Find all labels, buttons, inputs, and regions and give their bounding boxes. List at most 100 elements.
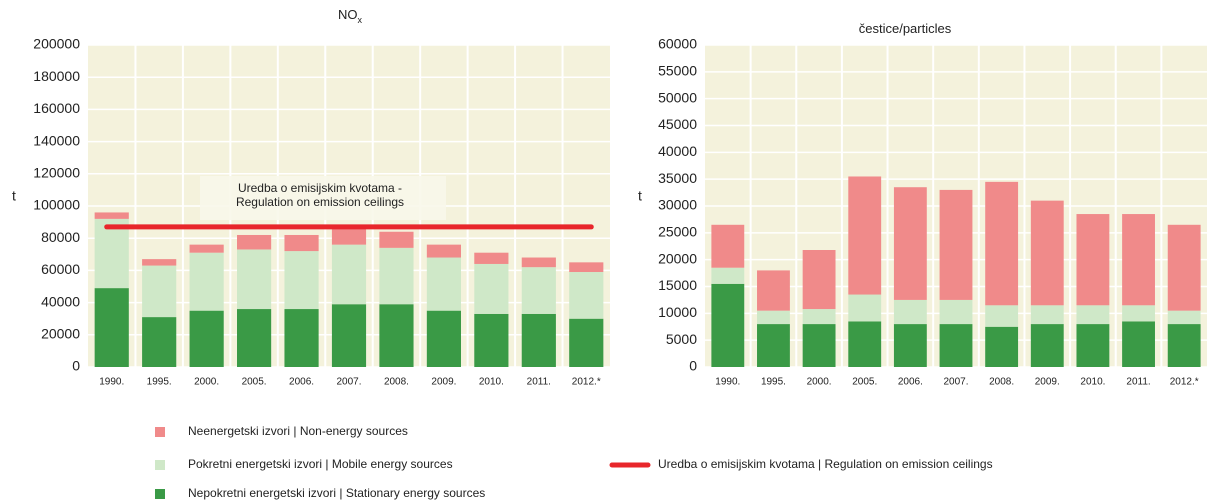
- x-tick-label: 2010.: [1080, 377, 1105, 388]
- y-tick-label: 160000: [33, 100, 80, 116]
- y-tick-label: 10000: [658, 304, 697, 320]
- x-tick-label: 2009.: [1035, 377, 1060, 388]
- y-tick-label: 40000: [41, 293, 80, 309]
- x-tick-label: 2011.: [527, 377, 551, 388]
- legend-label: Uredba o emisijskim kvotama | Regulation…: [658, 457, 993, 471]
- bar-segment: [1030, 324, 1064, 367]
- bar-segment: [379, 231, 414, 248]
- bar-segment: [1030, 305, 1064, 325]
- bar-segment: [802, 250, 836, 310]
- x-tick-label: 1995.: [761, 377, 786, 388]
- x-tick-label: 1995.: [147, 377, 172, 388]
- bar-segment: [331, 244, 367, 305]
- bar-segment: [189, 244, 224, 253]
- x-tick-label: 2006.: [289, 377, 314, 388]
- bar-segment: [94, 212, 129, 219]
- bar-segment: [848, 294, 882, 322]
- legend-label: Pokretni energetski izvori | Mobile ener…: [188, 457, 453, 471]
- bar-segment: [1122, 321, 1155, 367]
- x-tick-label: 2008.: [989, 377, 1014, 388]
- x-tick-label: 2005.: [242, 377, 267, 388]
- bar-segment: [237, 249, 272, 310]
- bar-segment: [142, 317, 177, 367]
- x-tick-label: 1990.: [99, 377, 124, 388]
- annotation: Regulation on emission ceilings: [236, 195, 404, 209]
- legend-swatch: [155, 460, 165, 470]
- x-tick-label: 2008.: [384, 377, 409, 388]
- bar-segment: [94, 218, 129, 289]
- y-tick-label: 20000: [41, 326, 80, 342]
- bar-segment: [521, 313, 556, 367]
- annotation-box: [200, 176, 446, 220]
- bar-segment: [757, 270, 790, 311]
- bar-segment: [985, 181, 1019, 306]
- bar-segment: [569, 272, 604, 319]
- bar-segment: [142, 259, 177, 266]
- bar-segment: [94, 288, 129, 367]
- y-tick-label: 80000: [41, 229, 80, 245]
- title-main: čestice/particles: [859, 21, 952, 36]
- bar-segment: [284, 234, 319, 252]
- bar-segment: [237, 309, 272, 367]
- bar-segment: [426, 310, 461, 367]
- bar-segment: [985, 326, 1019, 367]
- bar-segment: [1076, 305, 1110, 325]
- bar-segment: [474, 263, 509, 314]
- y-tick-label: 60000: [658, 36, 697, 52]
- bar-segment: [521, 267, 556, 314]
- bar-segment: [711, 267, 745, 284]
- y-axis-label: t: [638, 188, 642, 204]
- annotation: Uredba o emisijskim kvotama -: [238, 181, 402, 195]
- x-tick-label: 2007.: [943, 377, 968, 388]
- y-tick-label: 35000: [658, 170, 697, 186]
- title-main: NO: [338, 7, 358, 22]
- y-tick-label: 140000: [33, 132, 80, 148]
- legend-swatch: [155, 427, 165, 437]
- legend-swatch: [155, 489, 165, 499]
- bar-segment: [379, 247, 414, 305]
- y-tick-label: 50000: [658, 89, 697, 105]
- y-tick-label: 30000: [658, 197, 697, 213]
- bar-segment: [142, 265, 177, 318]
- bar-segment: [802, 324, 836, 367]
- y-tick-label: 120000: [33, 165, 80, 181]
- bar-segment: [893, 299, 927, 325]
- bar-segment: [1122, 214, 1155, 306]
- y-tick-label: 15000: [658, 277, 697, 293]
- title-subscript: x: [358, 15, 363, 25]
- bar-segment: [284, 251, 319, 310]
- x-tick-label: 2009.: [431, 377, 456, 388]
- bar-segment: [985, 305, 1019, 327]
- bar-segment: [426, 244, 461, 258]
- y-tick-label: 25000: [658, 224, 697, 240]
- y-tick-label: 55000: [658, 63, 697, 79]
- bar-segment: [569, 318, 604, 367]
- bar-segment: [848, 176, 882, 295]
- y-tick-label: 20000: [658, 250, 697, 266]
- bar-segment: [189, 252, 224, 311]
- y-tick-label: 60000: [41, 261, 80, 277]
- chart-title: NOx: [338, 7, 363, 25]
- y-tick-label: 45000: [658, 116, 697, 132]
- bar-segment: [331, 228, 367, 245]
- bar-segment: [521, 257, 556, 268]
- bar-segment: [331, 304, 367, 367]
- bar-segment: [569, 262, 604, 273]
- bar-segment: [379, 304, 414, 367]
- y-tick-label: 180000: [33, 68, 80, 84]
- bar-segment: [939, 299, 973, 325]
- bar-segment: [711, 224, 745, 268]
- bar-segment: [189, 310, 224, 367]
- bar-segment: [848, 321, 882, 367]
- bar-segment: [939, 324, 973, 367]
- bar-segment: [426, 257, 461, 311]
- bar-segment: [939, 189, 973, 300]
- bar-segment: [893, 324, 927, 367]
- bar-segment: [284, 309, 319, 367]
- x-tick-label: 2012.*: [572, 377, 601, 388]
- y-tick-label: 40000: [658, 143, 697, 159]
- bar-segment: [1076, 214, 1110, 306]
- bar-segment: [474, 252, 509, 264]
- y-tick-label: 0: [72, 358, 80, 374]
- x-tick-label: 2007.: [336, 377, 361, 388]
